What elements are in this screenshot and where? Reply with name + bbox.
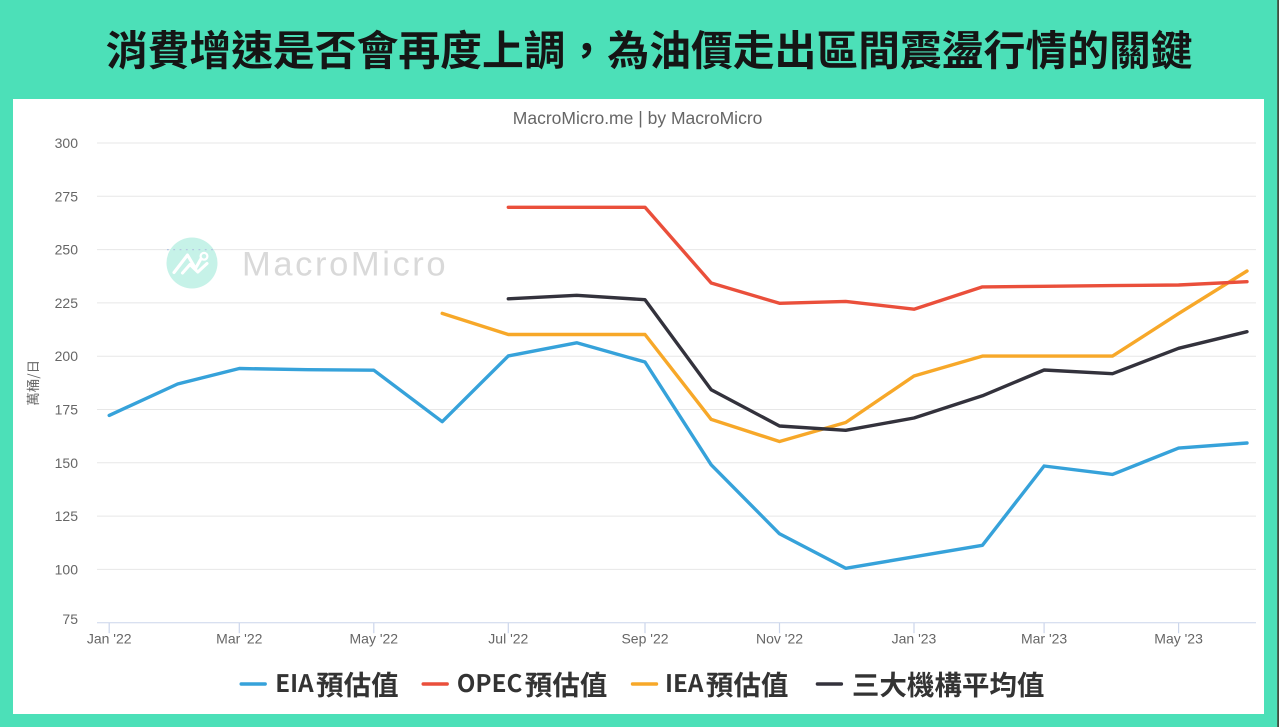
svg-text:Jan '22: Jan '22: [87, 631, 132, 647]
svg-text:250: 250: [55, 242, 79, 258]
svg-text:75: 75: [62, 611, 78, 627]
svg-text:300: 300: [55, 135, 79, 151]
svg-text:125: 125: [55, 508, 79, 524]
svg-text:200: 200: [55, 348, 79, 364]
svg-text:Jan '23: Jan '23: [892, 631, 937, 647]
svg-text:275: 275: [55, 188, 79, 204]
svg-text:Mar '23: Mar '23: [1021, 631, 1067, 647]
svg-text:Nov '22: Nov '22: [756, 631, 803, 647]
svg-text:Mar '22: Mar '22: [216, 631, 262, 647]
svg-text:175: 175: [55, 402, 79, 418]
svg-text:Jul '22: Jul '22: [488, 631, 528, 647]
svg-text:150: 150: [55, 455, 79, 471]
svg-text:100: 100: [55, 561, 79, 577]
svg-text:MacroMicro.me | by MacroMicro: MacroMicro.me | by MacroMicro: [513, 108, 763, 128]
svg-text:MacroMicro: MacroMicro: [242, 246, 448, 284]
svg-text:May '22: May '22: [350, 631, 399, 647]
svg-text:Sep '22: Sep '22: [621, 631, 668, 647]
svg-text:May '23: May '23: [1154, 631, 1203, 647]
svg-text:225: 225: [55, 295, 79, 311]
